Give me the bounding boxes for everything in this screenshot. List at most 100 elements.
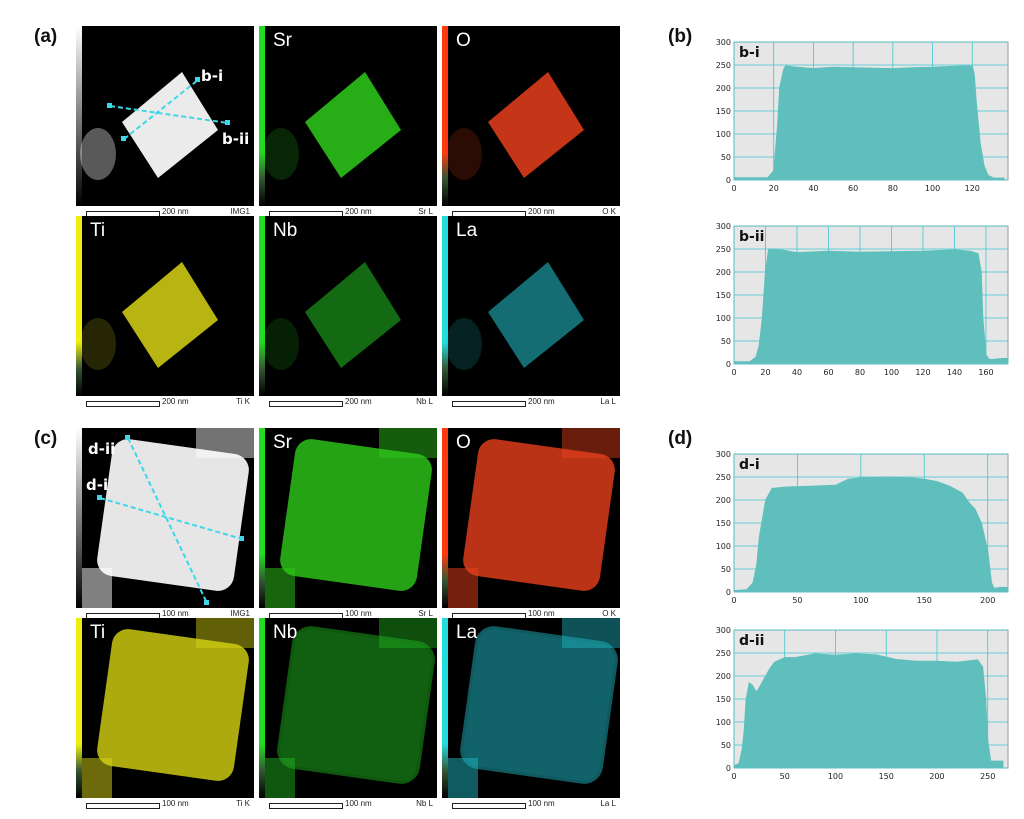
- profile-area-series: [733, 653, 1004, 769]
- intensity-colorbar: [259, 618, 265, 798]
- line-b-ii: [109, 105, 229, 124]
- element-label: O: [456, 432, 471, 453]
- particle-shape: [446, 262, 584, 370]
- element-label: La: [456, 622, 478, 643]
- eds-map-tile: Nb 200 nm Nb L: [259, 216, 437, 412]
- x-tick-label: 120: [915, 368, 930, 377]
- scale-bar: [452, 401, 526, 407]
- particle-shape: [448, 618, 620, 798]
- y-tick-label: 250: [716, 649, 731, 658]
- profile-area-series: [733, 248, 1009, 365]
- x-tick-label: 100: [828, 772, 843, 781]
- chart-title: b-ii: [739, 229, 764, 245]
- particle-shape: [80, 72, 218, 180]
- scale-bar-label: 100 nm: [528, 799, 555, 808]
- eds-map-tile: 100 nm IMG1: [76, 428, 254, 624]
- line-d-ii: [127, 437, 208, 604]
- x-tick-label: 40: [792, 368, 802, 377]
- intensity-colorbar: [442, 428, 448, 608]
- element-label: Nb: [273, 220, 298, 241]
- x-tick-label: 120: [965, 184, 980, 193]
- y-tick-label: 250: [716, 61, 731, 70]
- panel-label-d: (d): [668, 428, 693, 449]
- scale-bar: [86, 803, 160, 809]
- intensity-colorbar: [259, 26, 265, 206]
- element-label: Sr: [273, 30, 292, 51]
- x-tick-label: 0: [731, 596, 736, 605]
- signal-label: La L: [600, 799, 616, 808]
- chart-title: d-i: [739, 457, 760, 473]
- particle-shape: [82, 618, 254, 798]
- eds-map-tile: 200 nm IMG1: [76, 26, 254, 222]
- chart-title: b-i: [739, 45, 760, 61]
- label-b-i: b-i: [201, 67, 223, 85]
- intensity-colorbar: [76, 428, 82, 608]
- signal-label: O K: [602, 609, 616, 618]
- element-map-image: Sr: [259, 26, 437, 206]
- x-tick-label: 80: [855, 368, 865, 377]
- label-d-i: d-i: [86, 476, 108, 494]
- line-profile-chart-d-i: 0 50 100 150 200 250 300 0 50 100 150 200 d-i: [716, 450, 1009, 605]
- particle-shape: [82, 428, 254, 608]
- haadf-image: [76, 428, 254, 608]
- x-tick-label: 140: [947, 368, 962, 377]
- eds-map-tile: O 100 nm O K: [442, 428, 620, 624]
- x-tick-label: 20: [760, 368, 770, 377]
- element-map-image: Nb: [259, 216, 437, 396]
- intensity-colorbar: [259, 428, 265, 608]
- intensity-colorbar: [259, 216, 265, 396]
- y-tick-label: 50: [721, 337, 731, 346]
- scale-bar-label: 100 nm: [528, 609, 555, 618]
- line-profile-chart-b-i: 0 50 100 150 200 250 300 0 20 40 60 80 100 120 b-i: [716, 38, 1009, 193]
- intensity-colorbar: [442, 618, 448, 798]
- x-tick-label: 40: [808, 184, 818, 193]
- eds-map-tile: Sr 100 nm Sr L: [259, 428, 437, 624]
- panel-label-b: (b): [668, 26, 693, 47]
- x-tick-label: 80: [888, 184, 898, 193]
- y-tick-label: 300: [716, 450, 731, 459]
- element-map-image: Nb: [259, 618, 437, 798]
- x-tick-label: 60: [848, 184, 858, 193]
- signal-label: Ti K: [236, 799, 250, 808]
- eds-map-tile: La 100 nm La L: [442, 618, 620, 814]
- eds-map-tile: La 200 nm La L: [442, 216, 620, 412]
- element-map-image: La: [442, 618, 620, 798]
- x-tick-label: 0: [731, 772, 736, 781]
- y-tick-label: 300: [716, 626, 731, 635]
- signal-label: Ti K: [236, 397, 250, 406]
- intensity-colorbar: [442, 26, 448, 206]
- intensity-colorbar: [442, 216, 448, 396]
- y-tick-label: 150: [716, 519, 731, 528]
- y-tick-label: 300: [716, 38, 731, 47]
- line-d-i: [99, 497, 243, 540]
- element-label: Sr: [273, 432, 292, 453]
- scale-bar-label: 200 nm: [162, 397, 189, 406]
- signal-label: Sr L: [418, 207, 433, 216]
- x-tick-label: 100: [853, 596, 868, 605]
- element-map-image: Ti: [76, 618, 254, 798]
- signal-label: La L: [600, 397, 616, 406]
- y-tick-label: 200: [716, 672, 731, 681]
- x-tick-label: 50: [792, 596, 802, 605]
- particle-shape: [80, 262, 218, 370]
- y-tick-label: 200: [716, 268, 731, 277]
- element-map-image: O: [442, 26, 620, 206]
- signal-label: Sr L: [418, 609, 433, 618]
- label-b-ii: b-ii: [222, 130, 249, 148]
- y-tick-label: 200: [716, 84, 731, 93]
- scale-bar: [452, 803, 526, 809]
- signal-label: IMG1: [230, 207, 250, 216]
- line-profile-chart-b-ii: 0 50 100 150 200 250 300 0 20 40 60 80 100 120 140 160 b…: [716, 222, 1009, 377]
- y-tick-label: 300: [716, 222, 731, 231]
- y-tick-label: 150: [716, 107, 731, 116]
- intensity-colorbar: [76, 618, 82, 798]
- x-tick-label: 150: [879, 772, 894, 781]
- y-tick-label: 250: [716, 473, 731, 482]
- element-label: O: [456, 30, 471, 51]
- x-tick-label: 150: [917, 596, 932, 605]
- x-tick-label: 60: [823, 368, 833, 377]
- y-tick-label: 200: [716, 496, 731, 505]
- x-tick-label: 200: [929, 772, 944, 781]
- y-tick-label: 100: [716, 130, 731, 139]
- scale-bar-label: 100 nm: [162, 609, 189, 618]
